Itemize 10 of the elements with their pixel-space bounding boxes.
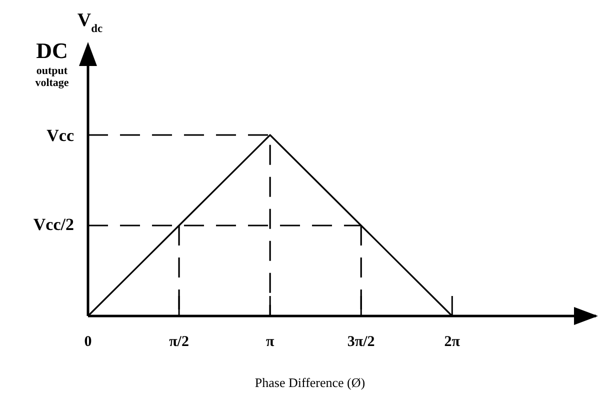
x-axis-title: Phase Difference (Ø) <box>254 375 366 390</box>
y-axis-title: DC output voltage <box>35 38 69 89</box>
text: Vcc/2 <box>33 215 74 234</box>
text: V$_{dc}$ <box>77 10 103 35</box>
x-tick-label: π <box>266 334 275 350</box>
x-tick-label: π/2 <box>169 334 189 350</box>
text: Vcc <box>46 126 74 145</box>
x-tick-label: 0 <box>84 334 92 350</box>
x-tick-label: 2π <box>444 334 461 350</box>
x-tick-label: 3π/2 <box>347 334 375 350</box>
